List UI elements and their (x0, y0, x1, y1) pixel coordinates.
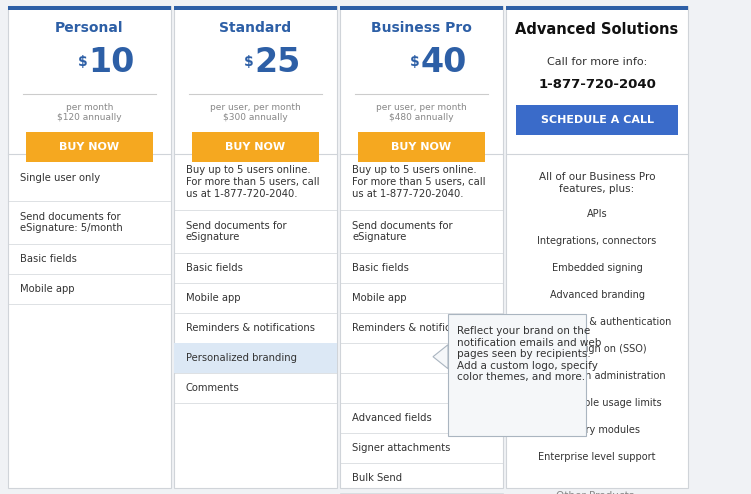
Text: Reminders & notifications: Reminders & notifications (352, 323, 481, 333)
Text: All of our Business Pro
features, plus:: All of our Business Pro features, plus: (538, 172, 656, 194)
Bar (174, 343, 337, 373)
Bar (174, 6, 337, 10)
Text: $480 annually: $480 annually (389, 114, 454, 123)
Text: APIs: APIs (587, 209, 608, 219)
Text: 25: 25 (255, 45, 301, 79)
Text: per month: per month (66, 102, 113, 112)
Text: Reminders & notifications: Reminders & notifications (186, 323, 315, 333)
Text: BUY NOW: BUY NOW (59, 142, 119, 152)
Text: Standard: Standard (219, 21, 291, 35)
Text: Advanced Solutions: Advanced Solutions (515, 23, 679, 38)
Bar (506, 6, 688, 10)
Text: Send documents for
eSignature: Send documents for eSignature (186, 221, 287, 242)
Bar (506, 6, 688, 488)
Bar (174, 6, 337, 488)
Bar (26, 132, 153, 162)
Text: Mobile app: Mobile app (352, 293, 406, 303)
Text: Call for more info:: Call for more info: (547, 57, 647, 67)
Bar (516, 105, 678, 135)
Text: per user, per month: per user, per month (210, 102, 301, 112)
Text: Customizable usage limits: Customizable usage limits (532, 398, 662, 408)
Text: 10: 10 (89, 45, 135, 79)
Text: Reflect your brand on the
notification emails and web
pages seen by recipients.
: Reflect your brand on the notification e… (457, 326, 602, 382)
Text: Identification & authentication: Identification & authentication (522, 317, 671, 327)
Text: Personal: Personal (56, 21, 124, 35)
Text: SCHEDULE A CALL: SCHEDULE A CALL (541, 115, 653, 125)
Polygon shape (433, 345, 448, 369)
Text: Buy up to 5 users online.
For more than 5 users, call
us at 1-877-720-2040.: Buy up to 5 users online. For more than … (352, 165, 485, 199)
Text: Personalized branding: Personalized branding (186, 353, 297, 363)
Text: Mobile app: Mobile app (20, 284, 74, 294)
Text: Single-sign on (SSO): Single-sign on (SSO) (547, 344, 647, 354)
Text: BUY NOW: BUY NOW (225, 142, 285, 152)
Bar (340, 6, 503, 10)
Text: Buy up to 5 users online.
For more than 5 users, call
us at 1-877-720-2040.: Buy up to 5 users online. For more than … (186, 165, 319, 199)
Text: Mobile app: Mobile app (186, 293, 240, 303)
Bar (340, 6, 503, 488)
Text: Integrations, connectors: Integrations, connectors (538, 236, 656, 246)
Text: Comments: Comments (186, 383, 240, 393)
Text: Business Pro: Business Pro (371, 21, 472, 35)
Text: Single user only: Single user only (20, 172, 100, 182)
Text: $: $ (244, 55, 254, 69)
Text: Send documents for
eSignature: 5/month: Send documents for eSignature: 5/month (20, 212, 122, 233)
Text: Industry modules: Industry modules (554, 425, 640, 435)
Text: $: $ (410, 55, 420, 69)
Bar (192, 132, 319, 162)
Text: Other Products:: Other Products: (556, 491, 638, 494)
Bar (8, 6, 171, 488)
Text: $120 annually: $120 annually (57, 114, 122, 123)
Text: 1-877-720-2040: 1-877-720-2040 (538, 79, 656, 91)
Text: Bulk Send: Bulk Send (352, 473, 402, 483)
Text: Advanced branding: Advanced branding (550, 290, 644, 300)
Text: per user, per month: per user, per month (376, 102, 467, 112)
Text: Basic fields: Basic fields (20, 254, 77, 264)
Text: Basic fields: Basic fields (352, 263, 409, 273)
Bar (8, 6, 171, 10)
Text: 40: 40 (421, 45, 467, 79)
Bar (448, 314, 586, 436)
Text: Send documents for
eSignature: Send documents for eSignature (352, 221, 453, 242)
Text: Embedded signing: Embedded signing (552, 263, 642, 273)
Text: Signer attachments: Signer attachments (352, 443, 451, 453)
Text: Enterprise level support: Enterprise level support (538, 452, 656, 462)
Text: Advanced fields: Advanced fields (352, 413, 432, 423)
Text: $300 annually: $300 annually (223, 114, 288, 123)
Text: $: $ (78, 55, 88, 69)
Text: BUY NOW: BUY NOW (391, 142, 451, 152)
Bar (358, 132, 485, 162)
Text: Organization administration: Organization administration (529, 371, 665, 381)
Text: Basic fields: Basic fields (186, 263, 243, 273)
